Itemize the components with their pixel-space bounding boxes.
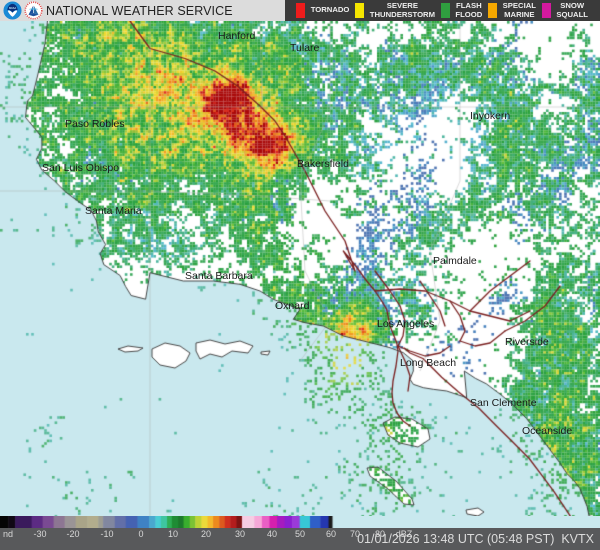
svg-text:NOAA: NOAA <box>9 7 17 10</box>
